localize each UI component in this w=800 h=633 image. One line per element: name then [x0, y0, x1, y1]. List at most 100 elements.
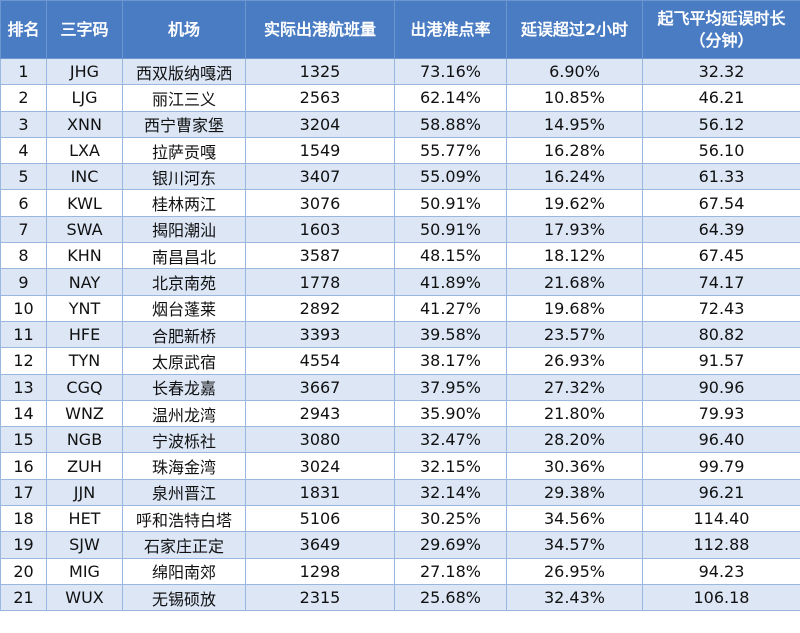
cell-flights: 2315 — [245, 583, 395, 612]
cell-ontime-rate: 30.25% — [394, 505, 507, 533]
cell-code: CGQ — [46, 373, 123, 401]
cell-avg-delay: 74.17 — [642, 268, 800, 296]
cell-code: SWA — [46, 215, 123, 244]
cell-rank: 6 — [0, 189, 47, 217]
cell-avg-delay: 91.57 — [642, 347, 800, 375]
cell-delay-over-2h: 6.90% — [506, 57, 643, 86]
cell-flights: 1831 — [245, 478, 395, 507]
cell-rank: 10 — [0, 294, 47, 322]
table-row: 5 INC 银川河东 3407 55.09% 16.24% 61.33 — [0, 163, 800, 191]
cell-delay-over-2h: 18.12% — [506, 242, 643, 270]
cell-airport: 西双版纳嘎洒 — [122, 57, 246, 86]
cell-airport: 烟台蓬莱 — [122, 294, 246, 322]
cell-flights: 3076 — [245, 189, 395, 217]
cell-avg-delay: 114.40 — [642, 505, 800, 533]
cell-avg-delay: 96.21 — [642, 478, 800, 507]
cell-code: WNZ — [46, 399, 123, 428]
cell-airport: 银川河东 — [122, 163, 246, 191]
cell-ontime-rate: 37.95% — [394, 373, 507, 401]
cell-rank: 1 — [0, 57, 47, 86]
cell-delay-over-2h: 14.95% — [506, 110, 643, 138]
cell-ontime-rate: 41.27% — [394, 294, 507, 322]
cell-flights: 3204 — [245, 110, 395, 138]
cell-ontime-rate: 32.15% — [394, 452, 507, 480]
cell-ontime-rate: 48.15% — [394, 242, 507, 270]
cell-code: NGB — [46, 426, 123, 454]
cell-code: JJN — [46, 478, 123, 507]
cell-ontime-rate: 35.90% — [394, 399, 507, 428]
cell-airport: 揭阳潮汕 — [122, 215, 246, 244]
cell-flights: 4554 — [245, 347, 395, 375]
cell-delay-over-2h: 28.20% — [506, 426, 643, 454]
cell-avg-delay: 56.10 — [642, 136, 800, 165]
cell-flights: 3407 — [245, 163, 395, 191]
header-avg-delay-line1: 起飞平均延误时长 — [657, 8, 786, 28]
cell-rank: 8 — [0, 242, 47, 270]
header-flights: 实际出港航班量 — [245, 0, 395, 59]
cell-code: ZUH — [46, 452, 123, 480]
cell-flights: 1325 — [245, 57, 395, 86]
cell-avg-delay: 67.45 — [642, 242, 800, 270]
cell-rank: 11 — [0, 320, 47, 349]
cell-code: LXA — [46, 136, 123, 165]
cell-code: SJW — [46, 531, 123, 559]
cell-flights: 3024 — [245, 452, 395, 480]
cell-airport: 合肥新桥 — [122, 320, 246, 349]
table-row: 9 NAY 北京南苑 1778 41.89% 21.68% 74.17 — [0, 268, 800, 296]
header-code: 三字码 — [46, 0, 123, 59]
cell-code: HFE — [46, 320, 123, 349]
cell-airport: 珠海金湾 — [122, 452, 246, 480]
table-row: 11 HFE 合肥新桥 3393 39.58% 23.57% 80.82 — [0, 320, 800, 349]
cell-rank: 21 — [0, 583, 47, 612]
table-row: 12 TYN 太原武宿 4554 38.17% 26.93% 91.57 — [0, 347, 800, 375]
cell-ontime-rate: 32.47% — [394, 426, 507, 454]
cell-code: KWL — [46, 189, 123, 217]
cell-delay-over-2h: 19.62% — [506, 189, 643, 217]
table-row: 7 SWA 揭阳潮汕 1603 50.91% 17.93% 64.39 — [0, 215, 800, 244]
cell-ontime-rate: 58.88% — [394, 110, 507, 138]
cell-code: JHG — [46, 57, 123, 86]
cell-flights: 1778 — [245, 268, 395, 296]
cell-code: INC — [46, 163, 123, 191]
cell-flights: 3080 — [245, 426, 395, 454]
cell-flights: 3649 — [245, 531, 395, 559]
cell-ontime-rate: 41.89% — [394, 268, 507, 296]
cell-rank: 13 — [0, 373, 47, 401]
cell-rank: 2 — [0, 84, 47, 112]
table-row: 14 WNZ 温州龙湾 2943 35.90% 21.80% 79.93 — [0, 399, 800, 428]
cell-delay-over-2h: 29.38% — [506, 478, 643, 507]
cell-delay-over-2h: 16.28% — [506, 136, 643, 165]
cell-ontime-rate: 50.91% — [394, 215, 507, 244]
table-row: 20 MIG 绵阳南郊 1298 27.18% 26.95% 94.23 — [0, 557, 800, 585]
cell-ontime-rate: 27.18% — [394, 557, 507, 585]
cell-rank: 14 — [0, 399, 47, 428]
cell-avg-delay: 79.93 — [642, 399, 800, 428]
cell-avg-delay: 72.43 — [642, 294, 800, 322]
cell-airport: 石家庄正定 — [122, 531, 246, 559]
cell-airport: 南昌昌北 — [122, 242, 246, 270]
header-delay-over-2h: 延误超过2小时 — [506, 0, 643, 59]
cell-delay-over-2h: 26.95% — [506, 557, 643, 585]
cell-delay-over-2h: 21.68% — [506, 268, 643, 296]
header-airport: 机场 — [122, 0, 246, 59]
cell-avg-delay: 94.23 — [642, 557, 800, 585]
cell-rank: 5 — [0, 163, 47, 191]
cell-airport: 温州龙湾 — [122, 399, 246, 428]
cell-ontime-rate: 62.14% — [394, 84, 507, 112]
cell-rank: 7 — [0, 215, 47, 244]
cell-delay-over-2h: 26.93% — [506, 347, 643, 375]
header-ontime-rate: 出港准点率 — [394, 0, 507, 59]
cell-ontime-rate: 38.17% — [394, 347, 507, 375]
cell-avg-delay: 80.82 — [642, 320, 800, 349]
cell-code: KHN — [46, 242, 123, 270]
cell-flights: 3667 — [245, 373, 395, 401]
cell-rank: 16 — [0, 452, 47, 480]
table-row: 2 LJG 丽江三义 2563 62.14% 10.85% 46.21 — [0, 84, 800, 112]
cell-rank: 3 — [0, 110, 47, 138]
cell-airport: 西宁曹家堡 — [122, 110, 246, 138]
header-rank: 排名 — [0, 0, 47, 59]
cell-code: LJG — [46, 84, 123, 112]
cell-rank: 19 — [0, 531, 47, 559]
table-row: 6 KWL 桂林两江 3076 50.91% 19.62% 67.54 — [0, 189, 800, 217]
cell-code: YNT — [46, 294, 123, 322]
